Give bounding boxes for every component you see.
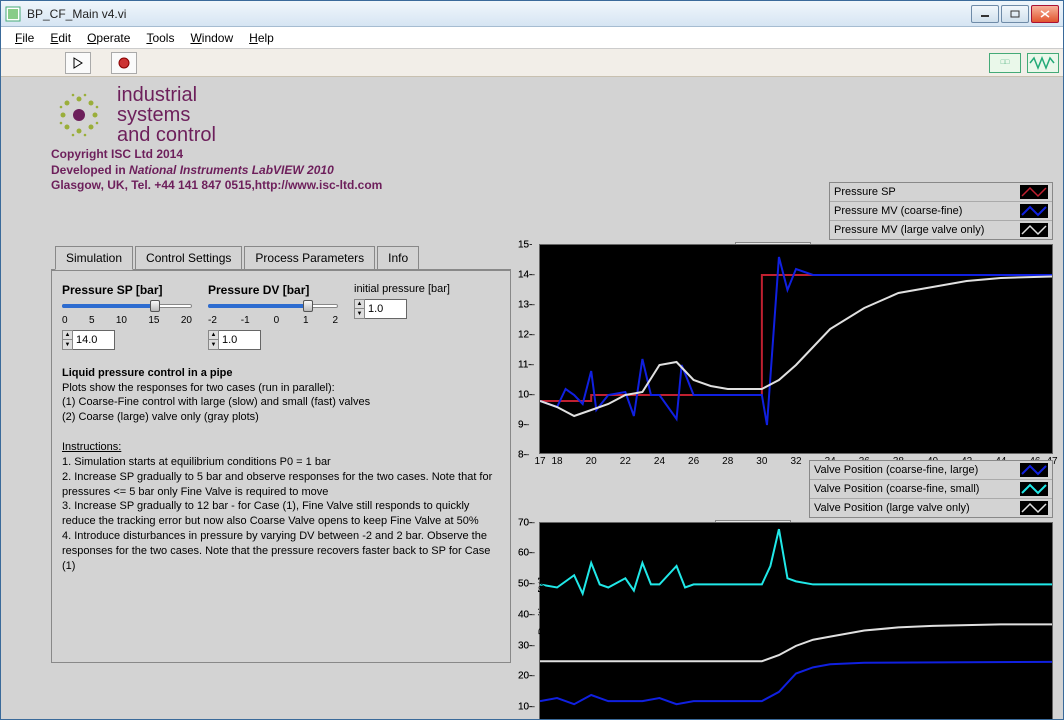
tab-panel: Pressure SP [bar] 0 5 10 15 20 (51, 269, 511, 663)
minimize-button[interactable] (971, 5, 999, 23)
sp-spinner[interactable]: ▲▼ (62, 330, 73, 350)
copyright-3: Glasgow, UK, Tel. +44 141 847 0515,http:… (51, 178, 382, 194)
tab-strip: Simulation Control Settings Process Para… (55, 246, 515, 269)
toolbar: □□ (1, 49, 1063, 77)
copyright-2: Developed in National Instruments LabVIE… (51, 163, 382, 179)
sp-label: Pressure SP [bar] (62, 283, 192, 297)
menubar: File Edit Operate Tools Window Help (1, 27, 1063, 49)
execution-highlight-indicator[interactable] (1027, 53, 1059, 73)
init-label: initial pressure [bar] (354, 283, 450, 295)
tab-simulation[interactable]: Simulation (55, 246, 133, 270)
chart1-legend: Pressure SP Pressure MV (coarse-fine) Pr… (829, 182, 1053, 240)
logo-text-2: systems (117, 105, 216, 125)
front-panel: industrial systems and control Copyright… (1, 77, 1063, 719)
tab-control-settings[interactable]: Control Settings (135, 246, 242, 269)
dv-slider[interactable] (208, 299, 338, 313)
chart-valves: Valve Position (coarse-fine, large) Valv… (539, 522, 1053, 719)
logo-text-1: industrial (117, 85, 216, 105)
menu-tools[interactable]: Tools (140, 29, 180, 47)
dv-label: Pressure DV [bar] (208, 283, 338, 297)
copyright-1: Copyright ISC Ltd 2014 (51, 147, 382, 163)
menu-window[interactable]: Window (184, 29, 239, 47)
app-icon (5, 6, 21, 22)
sp-value[interactable] (73, 330, 115, 350)
run-button[interactable] (65, 52, 91, 74)
chart-pressure: Pressure SP Pressure MV (coarse-fine) Pr… (539, 244, 1053, 454)
tab-process-parameters[interactable]: Process Parameters (244, 246, 375, 269)
dv-spinner[interactable]: ▲▼ (208, 330, 219, 350)
sp-slider[interactable] (62, 299, 192, 313)
description: Liquid pressure control in a pipe Plots … (62, 366, 500, 574)
close-button[interactable] (1031, 5, 1059, 23)
chart2-plot[interactable]: 0‒10‒20‒30‒40‒50‒60‒70‒ Position [%] 0-1… (539, 522, 1053, 719)
menu-help[interactable]: Help (243, 29, 280, 47)
maximize-button[interactable] (1001, 5, 1029, 23)
tab-info[interactable]: Info (377, 246, 419, 269)
menu-edit[interactable]: Edit (44, 29, 77, 47)
logo-text-3: and control (117, 125, 216, 145)
menu-file[interactable]: File (9, 29, 40, 47)
app-window: BP_CF_Main v4.vi File Edit Operate Tools… (0, 0, 1064, 720)
logo: industrial systems and control (51, 85, 382, 145)
titlebar: BP_CF_Main v4.vi (1, 1, 1063, 27)
dv-value[interactable] (219, 330, 261, 350)
context-help-indicator[interactable]: □□ (989, 53, 1021, 73)
window-title: BP_CF_Main v4.vi (27, 7, 971, 21)
abort-button[interactable] (111, 52, 137, 74)
chart1-plot[interactable]: 8‒9‒10‒11‒12‒13‒14‒15 Pressure [bar] 8-9… (539, 244, 1053, 454)
init-value[interactable] (365, 299, 407, 319)
init-spinner[interactable]: ▲▼ (354, 299, 365, 319)
chart2-legend: Valve Position (coarse-fine, large) Valv… (809, 460, 1053, 518)
menu-operate[interactable]: Operate (81, 29, 136, 47)
